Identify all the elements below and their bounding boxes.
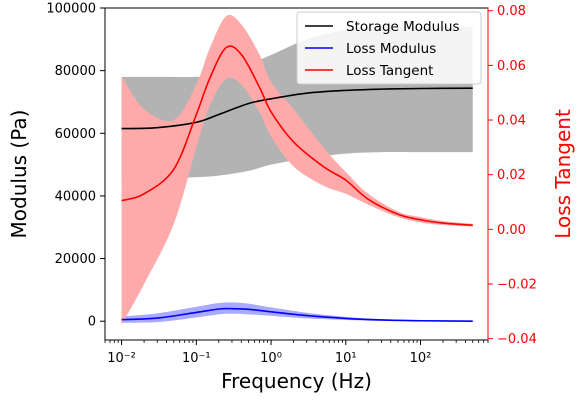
y-tick-label: 100000 bbox=[46, 2, 96, 17]
y-tick-label: 80000 bbox=[55, 64, 96, 79]
series-line-storage-modulus bbox=[121, 87, 473, 130]
y2-tick-label: −0.02 bbox=[497, 277, 537, 292]
series-line-loss-tangent bbox=[121, 45, 473, 227]
x-tick-label: 10¹ bbox=[335, 351, 357, 366]
band-loss-modulus bbox=[121, 302, 473, 323]
y-tick-label: 60000 bbox=[55, 127, 96, 142]
y2-tick-label: 0.00 bbox=[497, 223, 526, 238]
y2-tick-label: 0.08 bbox=[497, 4, 526, 19]
y-axis-title: Modulus (Pa) bbox=[7, 110, 31, 239]
band-loss-tangent bbox=[121, 14, 473, 325]
y2-tick-label: −0.04 bbox=[497, 332, 537, 347]
x-tick-label: 10⁻¹ bbox=[182, 351, 211, 366]
x-tick-label: 10⁻² bbox=[107, 351, 136, 366]
y-tick-label: 20000 bbox=[55, 252, 96, 267]
legend: Storage Modulus Loss Modulus Loss Tangen… bbox=[296, 11, 482, 85]
x-tick-label: 10² bbox=[410, 351, 432, 366]
legend-frame bbox=[296, 11, 482, 85]
y2-tick-label: 0.06 bbox=[497, 59, 526, 74]
x-axis-title: Frequency (Hz) bbox=[221, 369, 372, 393]
y-tick-label: 0 bbox=[88, 315, 96, 330]
x-tick-label: 10⁰ bbox=[260, 351, 282, 366]
y2-tick-label: 0.04 bbox=[497, 114, 526, 129]
series-line-loss-modulus bbox=[121, 307, 473, 323]
legend-label-loss-tangent: Loss Tangent bbox=[346, 63, 433, 79]
y2-axis-title: Loss Tangent bbox=[551, 109, 575, 239]
legend-label-storage-modulus: Storage Modulus bbox=[346, 19, 459, 35]
y-tick-label: 40000 bbox=[55, 189, 96, 204]
legend-label-loss-modulus: Loss Modulus bbox=[346, 41, 436, 57]
y2-tick-label: 0.02 bbox=[497, 168, 526, 183]
